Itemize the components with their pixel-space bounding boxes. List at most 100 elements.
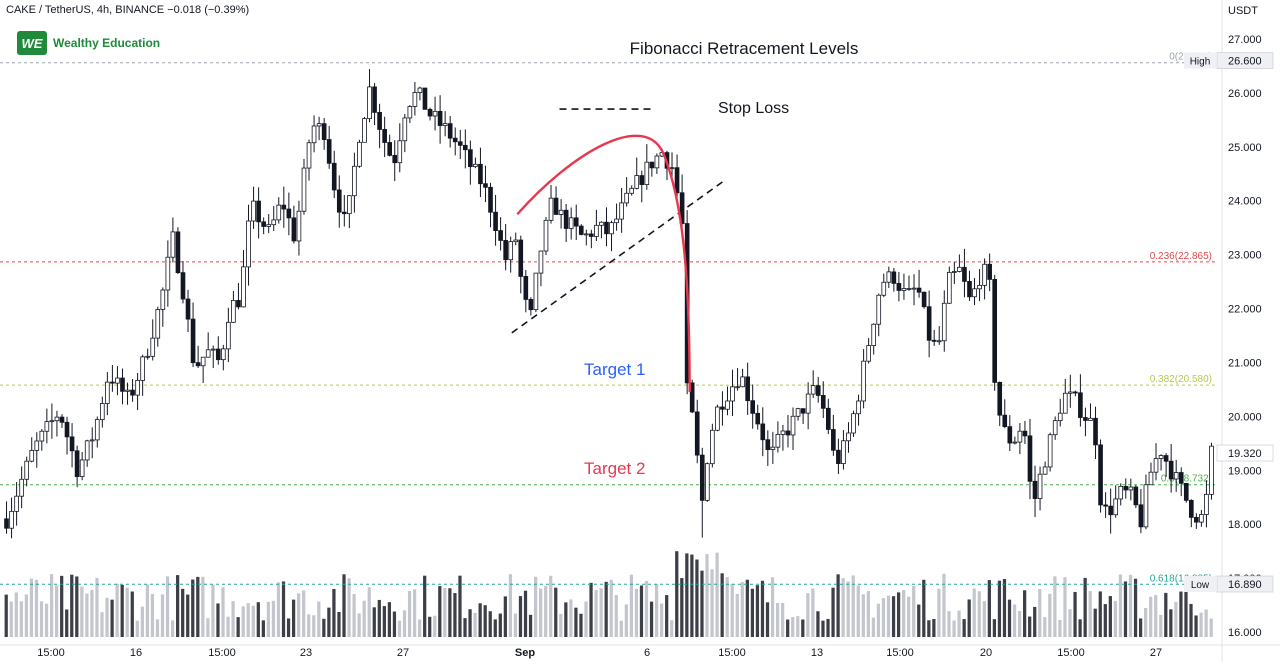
candle-body <box>619 202 624 220</box>
volume-bar <box>796 616 800 637</box>
candle-body <box>427 108 433 117</box>
candle-body <box>59 416 65 423</box>
volume-bar <box>1174 601 1178 637</box>
candle-body <box>568 217 574 229</box>
candle-body <box>891 271 897 284</box>
volume-bar <box>19 601 23 637</box>
candle-body <box>357 141 362 167</box>
price-marker-bg <box>1216 575 1274 593</box>
volume-bar <box>831 587 835 637</box>
candle-body <box>1073 391 1078 394</box>
candle-body <box>382 129 387 143</box>
candle-body <box>130 389 135 396</box>
candle-body <box>755 412 761 425</box>
candle-body <box>39 430 45 442</box>
volume-bar <box>841 578 845 637</box>
volume-bar <box>115 583 119 637</box>
volume-bar <box>1149 596 1153 637</box>
volume-bar <box>1068 609 1072 637</box>
candle-body <box>215 348 221 361</box>
candle-body <box>205 349 211 358</box>
y-tick-label: 19.000 <box>1228 465 1262 477</box>
candle-body <box>1209 445 1214 495</box>
fib-level-label: 0.236(22.865) <box>1150 251 1212 262</box>
candle-body <box>291 217 297 242</box>
candle-body <box>236 300 241 308</box>
volume-bar <box>165 576 170 637</box>
volume-bar <box>191 579 195 637</box>
candle-body <box>321 123 327 140</box>
volume-bar <box>110 599 114 637</box>
candle-body <box>336 189 342 213</box>
volume-bar <box>493 619 497 637</box>
volume-bar <box>624 604 628 637</box>
price-marker-bg <box>1216 444 1274 462</box>
volume-bar <box>554 587 558 637</box>
volume-bar <box>937 588 941 637</box>
candle-body <box>165 256 171 291</box>
candle-body <box>594 224 599 237</box>
volume-bar <box>670 620 674 637</box>
candle-body <box>674 167 680 194</box>
candle-body <box>1204 493 1209 515</box>
volume-bar <box>987 580 991 637</box>
volume-bar <box>231 601 235 637</box>
volume-bar <box>352 594 356 637</box>
candle-body <box>231 300 236 323</box>
candle-body <box>957 266 962 272</box>
volume-bar <box>1088 590 1092 637</box>
candle-body <box>730 386 735 402</box>
candle-body <box>210 348 216 351</box>
candle-body <box>946 271 952 304</box>
volume-bar <box>533 576 538 637</box>
candle-body <box>533 272 539 311</box>
volume-bar <box>382 606 386 637</box>
volume-bar <box>140 606 144 637</box>
volume-bar <box>826 618 830 637</box>
volume-bar <box>377 599 381 637</box>
candle-body <box>422 87 428 110</box>
volume-bar <box>468 609 472 637</box>
volume-bar <box>891 596 896 637</box>
volume-bar <box>599 588 603 637</box>
volume-bar <box>660 603 664 637</box>
volume-bar <box>130 591 134 637</box>
volume-bar <box>241 606 245 637</box>
candle-body <box>967 280 972 298</box>
price-tag-bg <box>1184 52 1216 69</box>
volume-bar <box>367 587 371 637</box>
candle-body <box>528 299 534 311</box>
volume-bar <box>150 593 155 637</box>
candle-body <box>341 211 347 215</box>
volume-bar <box>261 620 265 637</box>
volume-bar <box>362 600 366 637</box>
candle-body <box>1088 417 1093 421</box>
volume-bar <box>584 601 588 637</box>
candle-body <box>644 161 650 185</box>
volume-bar <box>488 611 492 637</box>
candle-body <box>316 123 322 127</box>
candle-body <box>468 149 473 168</box>
candle-body <box>150 337 156 357</box>
candle-body <box>352 165 357 197</box>
candle-body <box>442 123 448 126</box>
candle-body <box>488 186 493 213</box>
candle-body <box>1067 391 1073 394</box>
chart-title: Fibonacci Retracement Levels <box>630 39 859 58</box>
volume-bar <box>589 582 593 637</box>
volume-bar <box>513 613 518 637</box>
volume-bar <box>125 587 129 637</box>
volume-bar <box>559 613 563 637</box>
candle-body <box>24 460 30 480</box>
candle-body <box>1062 392 1068 414</box>
fib-level-label: 0.618(16.885) <box>1150 573 1212 584</box>
candle-body <box>1143 484 1149 528</box>
candle-body <box>1138 504 1144 528</box>
volume-bar <box>196 576 200 637</box>
volume-bar <box>170 620 175 637</box>
volume-bar <box>1128 574 1133 637</box>
candle-body <box>876 294 882 325</box>
candle-body <box>775 434 781 448</box>
